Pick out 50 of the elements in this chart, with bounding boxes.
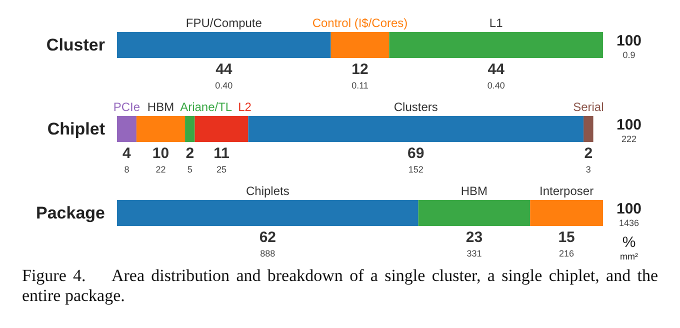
y-tick-label: Package [36, 204, 105, 222]
series-label: HBM [460, 184, 488, 198]
data-label: 44 [216, 61, 233, 78]
series-label: Serial [573, 100, 604, 114]
caption: Figure 4. Area distribution and breakdown of a single cluster, a single chiplet, and the entire package. [21, 266, 659, 306]
bar [248, 116, 584, 142]
data-label: 11 [214, 145, 230, 162]
bar [136, 116, 186, 142]
series-label: Ariane/TL [180, 100, 232, 114]
data-label: 2 [584, 145, 593, 162]
series-label: Control (I$/Cores) [312, 16, 408, 30]
annotation: 25 [216, 164, 226, 174]
y-tick-label: Chiplet [47, 120, 106, 138]
annotation: 22 [156, 164, 166, 174]
annotation: 152 [408, 164, 424, 174]
data-label: 44 [488, 61, 506, 78]
annotation: 8 [124, 164, 130, 174]
data-label: 12 [352, 61, 368, 78]
series-label: L2 [238, 100, 252, 114]
annotation: 0.40 [215, 80, 233, 90]
series-label: L1 [489, 16, 504, 30]
bar [194, 116, 248, 142]
annotation: 0.40 [487, 80, 505, 90]
text: 100 222 [616, 116, 642, 144]
annotation: 331 [466, 248, 482, 258]
bar [584, 116, 594, 142]
annotation: 5 [187, 164, 192, 174]
series-label: Chiplets [246, 184, 290, 198]
series-label: PCIe [113, 100, 140, 114]
annotation: 216 [559, 248, 574, 258]
series-label: Interposer [540, 184, 594, 198]
annotation: 0.11 [352, 80, 368, 90]
data-label: 69 [408, 145, 424, 162]
annotation: 888 [260, 248, 276, 258]
data-label: 62 [259, 229, 276, 246]
annotation: 3 [586, 164, 591, 174]
y-tick-label: Cluster [46, 36, 106, 54]
data-label: 2 [186, 145, 194, 162]
data-label: 15 [558, 229, 575, 246]
bar [117, 116, 136, 142]
series-label: Clusters [394, 100, 438, 114]
data-label: 4 [122, 145, 132, 162]
data-label: 10 [152, 145, 170, 162]
text: 100 0.9 [616, 32, 642, 60]
data-label: 23 [466, 229, 483, 246]
text: 100 1436 [616, 200, 642, 228]
text: % mm² [620, 234, 638, 262]
series-label: FPU/Compute [186, 16, 262, 30]
bar [185, 116, 195, 142]
series-label: HBM [147, 100, 174, 114]
